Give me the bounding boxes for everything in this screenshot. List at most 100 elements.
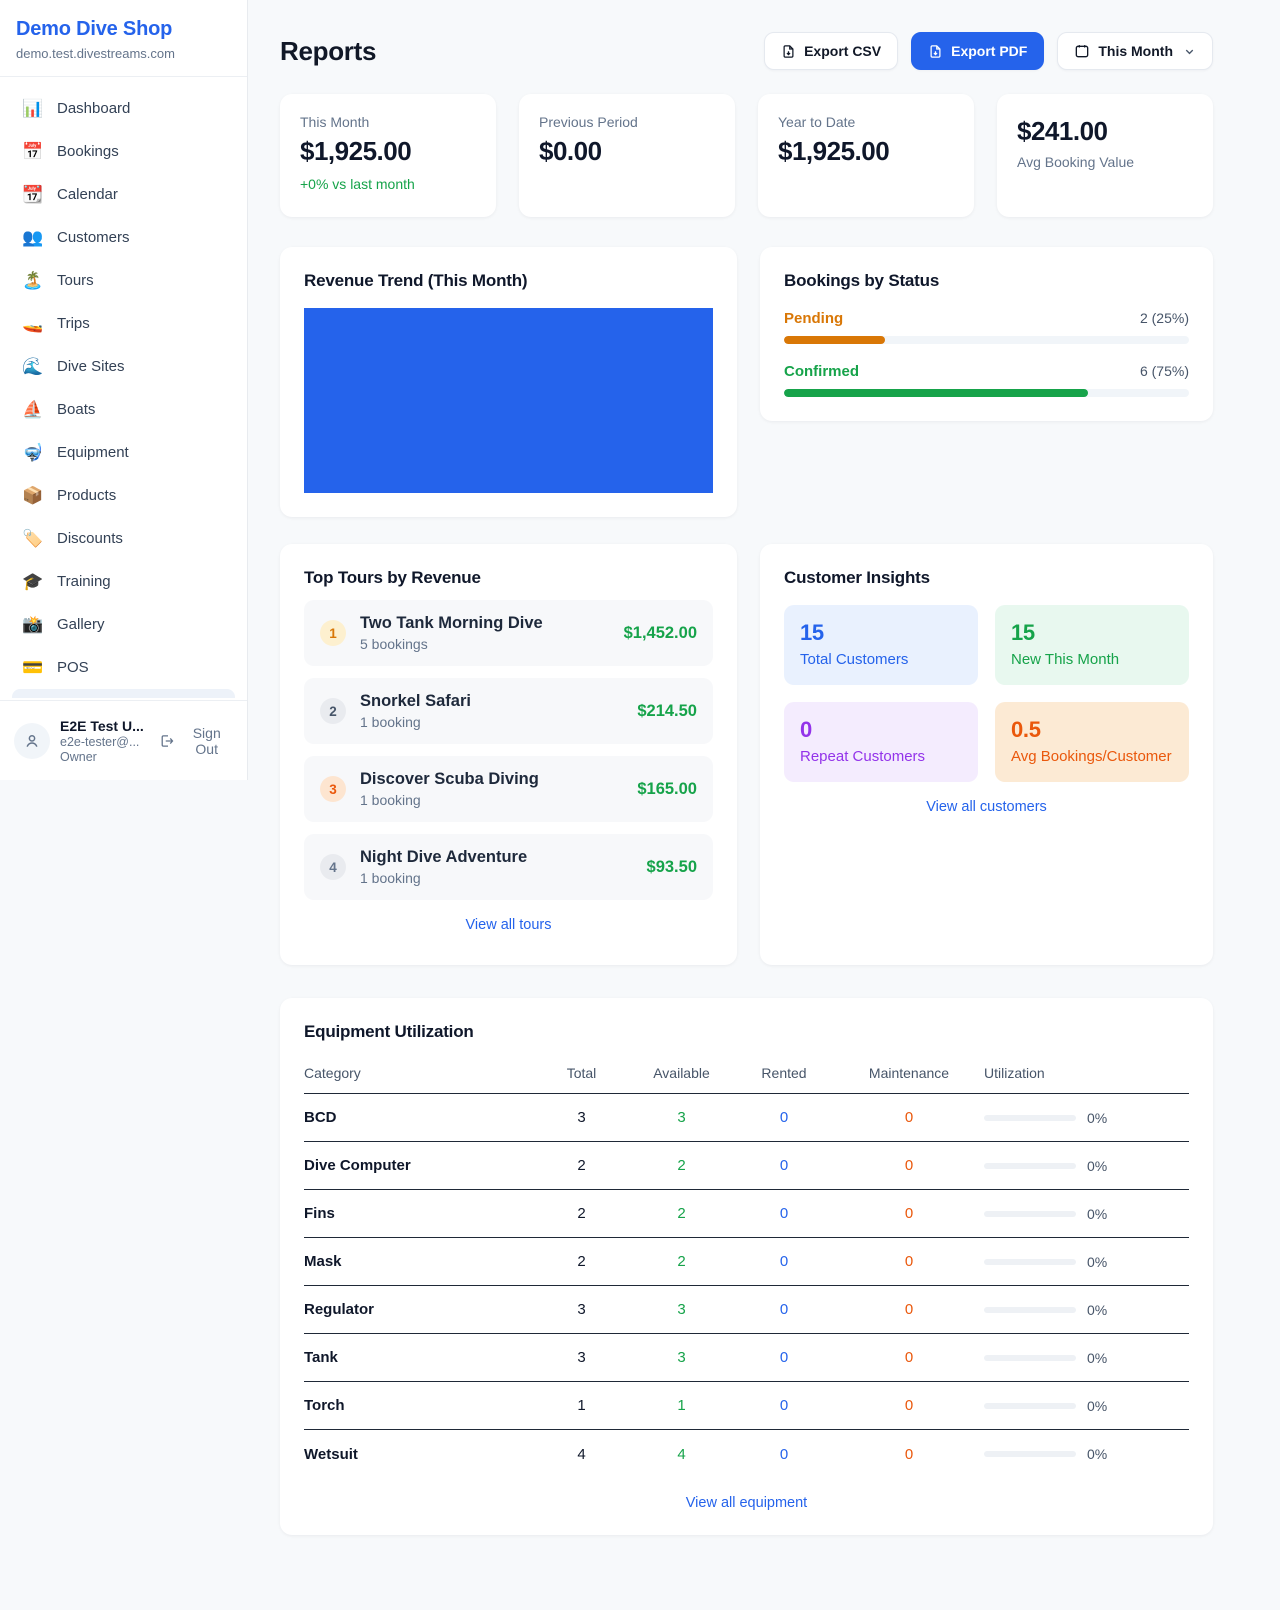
cell-available: 3 (677, 1109, 686, 1126)
cell-rented: 0 (779, 1397, 789, 1414)
cell-category: Dive Computer (304, 1157, 411, 1174)
sidebar-item-label: Customers (57, 229, 130, 246)
sidebar-item-tours[interactable]: 🏝️ Tours (12, 259, 235, 302)
main-content: Reports Export CSV Export PDF This Month (248, 0, 1280, 1610)
cell-total: 4 (577, 1445, 586, 1463)
cell-rented: 0 (779, 1109, 789, 1126)
status-progress-fill (784, 389, 1088, 397)
sidebar-item-bookings[interactable]: 📅 Bookings (12, 130, 235, 173)
cell-category: Fins (304, 1205, 335, 1222)
tile-new-this-month: 15 New This Month (995, 605, 1189, 685)
sidebar-item-reports-partial[interactable] (12, 689, 235, 698)
column-header-rented: Rented (761, 1065, 807, 1081)
cell-rented: 0 (779, 1205, 789, 1222)
view-all-tours-link[interactable]: View all tours (304, 917, 713, 933)
rank-badge: 2 (320, 698, 346, 724)
utilization-bar (984, 1354, 1076, 1361)
period-select[interactable]: This Month (1057, 32, 1213, 70)
sidebar-user-footer: E2E Test U... e2e-tester@... Owner Sign … (0, 700, 247, 780)
sidebar-item-products[interactable]: 📦 Products (12, 474, 235, 517)
cell-utilization: 0% (984, 1302, 1189, 1318)
cell-available: 2 (677, 1157, 686, 1174)
utilization-percent: 0% (1087, 1109, 1108, 1126)
cell-maintenance: 0 (904, 1157, 914, 1174)
view-all-equipment-link[interactable]: View all equipment (304, 1495, 1189, 1511)
export-csv-button[interactable]: Export CSV (764, 32, 899, 70)
cell-utilization: 0% (984, 1158, 1189, 1174)
sign-out-icon (161, 734, 174, 747)
cell-total: 2 (577, 1157, 586, 1174)
sidebar-item-dive-sites[interactable]: 🌊 Dive Sites (12, 345, 235, 388)
dashboard-icon: 📊 (22, 99, 44, 118)
speedboat-icon: 🚤 (22, 314, 44, 333)
stat-value: $1,925.00 (778, 136, 890, 166)
tag-icon: 🏷️ (22, 529, 44, 548)
tour-row: 3 Discover Scuba Diving 1 booking $165.0… (304, 756, 713, 822)
cell-total: 3 (577, 1349, 586, 1366)
utilization-bar (984, 1258, 1076, 1265)
utilization-percent: 0% (1087, 1301, 1108, 1318)
utilization-percent: 0% (1087, 1446, 1108, 1462)
sidebar-item-label: Calendar (57, 186, 118, 203)
stat-card-year-to-date: Year to Date $1,925.00 (758, 94, 974, 217)
bookings-by-status-card: Bookings by Status Pending 2 (25%) Confi… (760, 247, 1213, 421)
tour-row: 2 Snorkel Safari 1 booking $214.50 (304, 678, 713, 744)
tour-bookings: 1 booking (360, 714, 421, 730)
stat-value: $241.00 (1017, 116, 1108, 146)
cell-utilization: 0% (984, 1110, 1189, 1126)
rank-badge: 3 (320, 776, 346, 802)
sidebar-item-trips[interactable]: 🚤 Trips (12, 302, 235, 345)
table-row: Wetsuit 4 4 0 0 0% (304, 1430, 1189, 1478)
status-count: 6 (75%) (1139, 363, 1189, 379)
tile-label: Avg Bookings/Customer (1011, 748, 1172, 765)
sidebar-item-customers[interactable]: 👥 Customers (12, 216, 235, 259)
avatar (14, 722, 50, 759)
cell-maintenance: 0 (904, 1349, 914, 1366)
cell-maintenance: 0 (904, 1301, 914, 1318)
package-icon: 📦 (22, 486, 44, 505)
cell-utilization: 0% (984, 1350, 1189, 1366)
sidebar-item-pos[interactable]: 💳 POS (12, 646, 235, 689)
sidebar-item-boats[interactable]: ⛵ Boats (12, 388, 235, 431)
sidebar-item-label: Dashboard (57, 100, 131, 117)
diving-mask-icon: 🤿 (22, 443, 44, 462)
sidebar-header: Demo Dive Shop demo.test.divestreams.com (0, 0, 247, 77)
file-download-icon (783, 44, 794, 58)
sidebar-item-gallery[interactable]: 📸 Gallery (12, 603, 235, 646)
utilization-percent: 0% (1087, 1253, 1108, 1270)
table-row: Tank 3 3 0 0 0% (304, 1334, 1189, 1382)
page-title: Reports (280, 35, 377, 66)
sidebar-item-label: Trips (57, 315, 90, 332)
tour-amount: $165.00 (637, 779, 697, 798)
stat-label: This Month (300, 114, 370, 130)
sidebar-item-discounts[interactable]: 🏷️ Discounts (12, 517, 235, 560)
view-all-customers-link[interactable]: View all customers (784, 799, 1189, 815)
sidebar-item-equipment[interactable]: 🤿 Equipment (12, 431, 235, 474)
camera-icon: 📸 (22, 615, 44, 634)
sidebar-item-training[interactable]: 🎓 Training (12, 560, 235, 603)
stat-label: Year to Date (778, 114, 856, 130)
tile-label: Repeat Customers (800, 748, 926, 765)
user-role: Owner (60, 749, 97, 764)
tour-name: Night Dive Adventure (360, 848, 528, 866)
table-row: BCD 3 3 0 0 0% (304, 1094, 1189, 1142)
header-actions: Export CSV Export PDF This Month (764, 32, 1213, 70)
sign-out-button[interactable]: Sign Out (159, 725, 233, 757)
utilization-percent: 0% (1087, 1397, 1108, 1414)
cell-category: Torch (304, 1397, 345, 1414)
status-row-pending: Pending 2 (25%) (784, 310, 1189, 344)
stat-card-this-month: This Month $1,925.00 +0% vs last month (280, 94, 496, 217)
export-pdf-button[interactable]: Export PDF (911, 32, 1045, 70)
revenue-trend-title: Revenue Trend (This Month) (304, 271, 528, 290)
utilization-bar (984, 1210, 1076, 1217)
sidebar-item-label: Discounts (57, 530, 123, 547)
cell-maintenance: 0 (904, 1205, 914, 1222)
sidebar-item-dashboard[interactable]: 📊 Dashboard (12, 87, 235, 130)
sidebar-item-label: Boats (57, 401, 96, 418)
utilization-bar (984, 1451, 1076, 1457)
tile-value: 15 (1011, 620, 1035, 645)
wave-icon: 🌊 (22, 357, 44, 376)
sidebar-item-calendar[interactable]: 📆 Calendar (12, 173, 235, 216)
chevron-down-icon (1183, 45, 1196, 58)
calendar-icon (1076, 45, 1089, 58)
